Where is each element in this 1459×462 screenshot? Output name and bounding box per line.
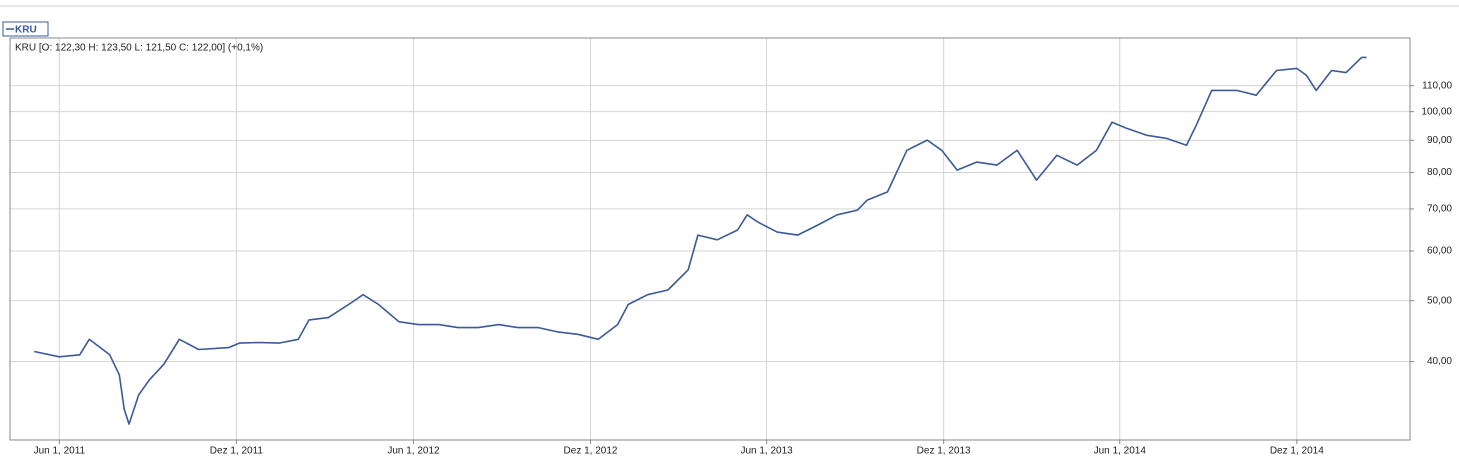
x-tick-label: Dez 1, 2014: [1270, 446, 1324, 457]
y-tick-label: 50,00: [1427, 295, 1452, 306]
x-tick-label: Jun 1, 2013: [740, 446, 793, 457]
y-tick-label: 70,00: [1427, 204, 1452, 215]
x-tick-label: Jun 1, 2011: [34, 446, 86, 457]
y-tick-label: 60,00: [1427, 246, 1452, 257]
x-tick-label: Dez 1, 2012: [564, 446, 618, 457]
x-tick-label: Jun 1, 2014: [1094, 446, 1147, 457]
x-tick-label: Dez 1, 2013: [917, 446, 971, 457]
price-line: [34, 56, 1367, 425]
plot-frame: [9, 37, 1411, 441]
y-tick-label: 80,00: [1427, 167, 1452, 178]
legend-label[interactable]: KRU: [15, 25, 37, 36]
y-tick-label: 90,00: [1427, 135, 1452, 146]
info-line: KRU [O: 122,30 H: 123,50 L: 121,50 C: 12…: [15, 43, 263, 54]
x-tick-label: Dez 1, 2011: [210, 446, 264, 457]
x-tick-label: Jun 1, 2012: [387, 446, 440, 457]
y-tick-label: 110,00: [1422, 80, 1452, 91]
legend-box[interactable]: [2, 21, 49, 37]
y-tick-label: 40,00: [1427, 356, 1452, 367]
y-tick-label: 100,00: [1421, 106, 1452, 117]
